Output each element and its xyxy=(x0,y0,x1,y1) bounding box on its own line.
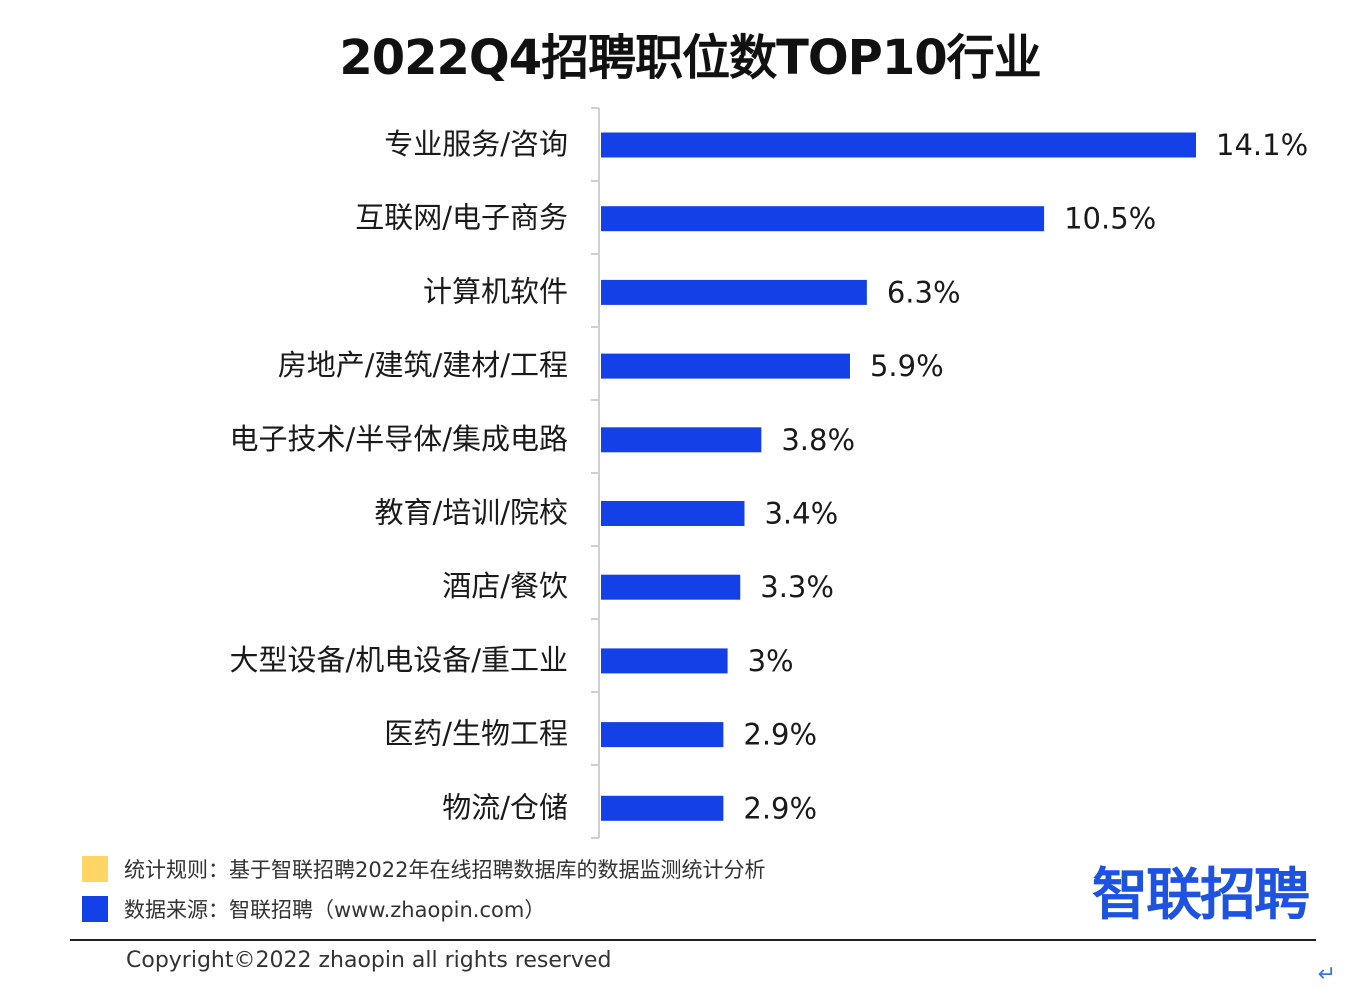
category-label: 计算机软件 xyxy=(423,274,568,308)
bar xyxy=(601,501,745,526)
bar xyxy=(601,648,728,674)
data-label: 14.1% xyxy=(1216,128,1308,162)
bar xyxy=(601,353,850,379)
bar xyxy=(601,795,724,821)
category-label: 专业服务/咨询 xyxy=(384,127,568,161)
data-label: 10.5% xyxy=(1064,202,1156,236)
bar xyxy=(601,132,1196,158)
footer-divider xyxy=(70,939,1316,941)
bar xyxy=(601,574,741,600)
data-label: 6.3% xyxy=(887,275,961,309)
legend-rule: 统计规则：基于智联招聘2022年在线招聘数据库的数据监测统计分析 xyxy=(82,854,765,884)
category-label: 互联网/电子商务 xyxy=(355,201,568,235)
bar xyxy=(601,279,867,305)
category-label: 房地产/建筑/建材/工程 xyxy=(278,348,568,382)
legend-source-text: 数据来源：智联招聘（www.zhaopin.com） xyxy=(124,898,546,922)
bar xyxy=(601,427,762,453)
data-label: 3.4% xyxy=(764,497,838,531)
category-label: 大型设备/机电设备/重工业 xyxy=(229,643,568,677)
category-label: 物流/仓储 xyxy=(442,790,568,824)
legend-rule-swatch xyxy=(82,856,108,882)
return-arrow-icon: ↵ xyxy=(1317,962,1336,987)
category-label: 医药/生物工程 xyxy=(384,717,568,751)
bar xyxy=(601,206,1045,232)
data-label: 3.3% xyxy=(760,570,834,604)
data-label: 5.9% xyxy=(870,349,944,383)
legend-source-swatch xyxy=(82,896,108,922)
data-label: 3.8% xyxy=(781,423,855,457)
copyright-text: Copyright©2022 zhaopin all rights reserv… xyxy=(126,948,612,973)
data-label: 2.9% xyxy=(743,718,817,752)
chart-title: 2022Q4招聘职位数TOP10行业 xyxy=(339,30,1041,86)
category-label: 酒店/餐饮 xyxy=(442,569,568,603)
legend-rule-text: 统计规则：基于智联招聘2022年在线招聘数据库的数据监测统计分析 xyxy=(124,858,766,882)
category-label: 电子技术/半导体/集成电路 xyxy=(229,422,568,456)
data-label: 3% xyxy=(748,644,794,678)
legend-source: 数据来源：智联招聘（www.zhaopin.com） xyxy=(82,894,545,924)
bar xyxy=(601,722,724,748)
category-label: 教育/培训/院校 xyxy=(374,496,568,530)
data-label: 2.9% xyxy=(743,791,817,825)
zhaopin-logo: 智联招聘 xyxy=(1092,863,1310,928)
